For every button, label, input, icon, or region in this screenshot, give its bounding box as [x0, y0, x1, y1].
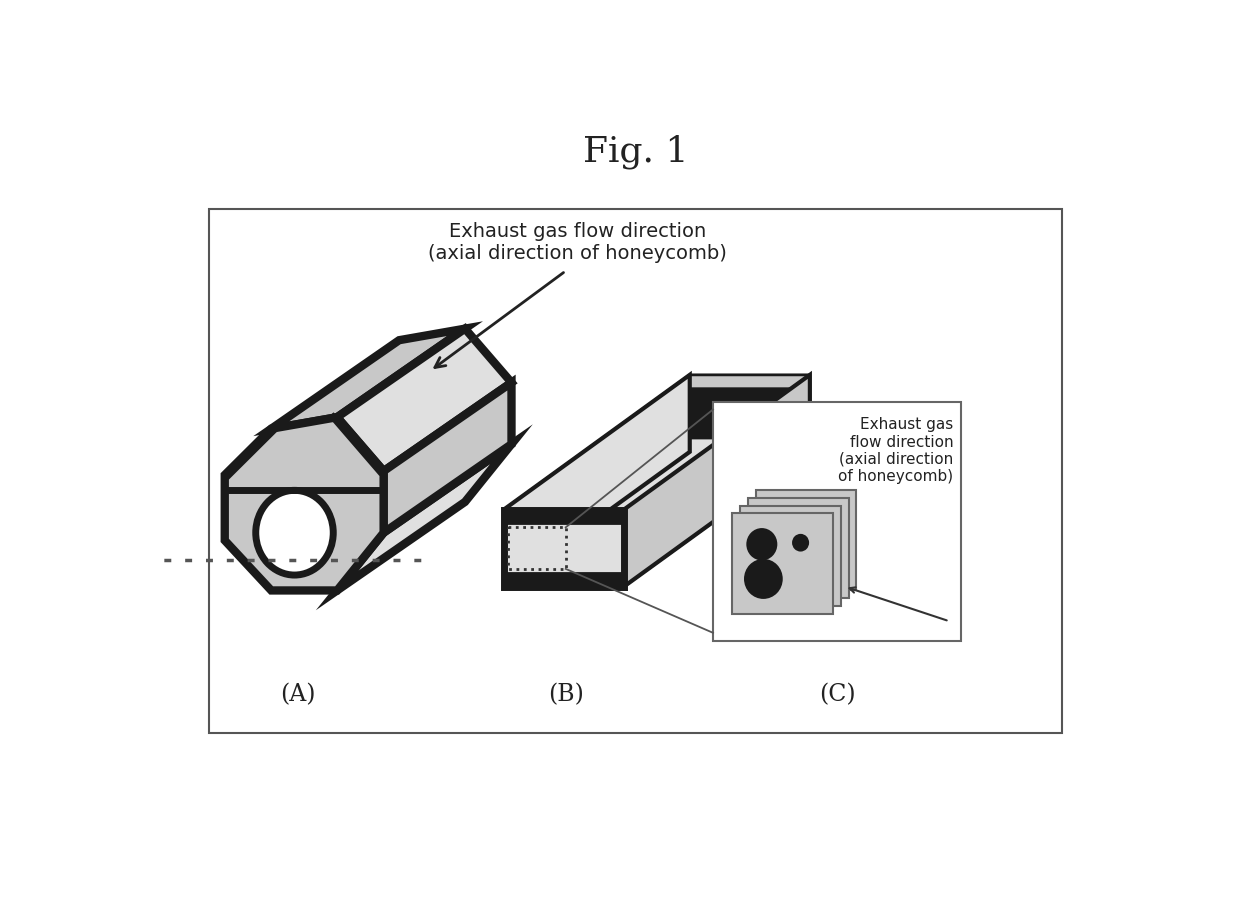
Polygon shape [503, 438, 810, 572]
Bar [210, 209, 1061, 733]
Ellipse shape [744, 559, 782, 599]
Polygon shape [503, 572, 624, 587]
Bar [507, 527, 565, 569]
Ellipse shape [792, 534, 808, 551]
Polygon shape [224, 417, 383, 591]
Text: Exhaust gas
flow direction
(axial direction
of honeycomb): Exhaust gas flow direction (axial direct… [838, 417, 954, 484]
Polygon shape [383, 382, 511, 532]
Bar [740, 506, 841, 606]
Text: (A): (A) [280, 682, 316, 706]
Polygon shape [503, 389, 810, 523]
Bar [733, 513, 833, 613]
Polygon shape [503, 510, 624, 523]
Polygon shape [337, 329, 511, 471]
Polygon shape [503, 375, 689, 587]
Bar [748, 498, 848, 598]
Polygon shape [503, 452, 810, 587]
Polygon shape [624, 375, 810, 587]
Polygon shape [272, 329, 465, 429]
Text: (C): (C) [818, 682, 856, 706]
Text: (B): (B) [548, 682, 584, 706]
Text: Exhaust gas flow direction
(axial direction of honeycomb): Exhaust gas flow direction (axial direct… [428, 222, 727, 263]
Bar [713, 402, 961, 641]
Polygon shape [503, 523, 624, 572]
Text: Fig. 1: Fig. 1 [583, 135, 688, 168]
Polygon shape [337, 444, 511, 591]
Polygon shape [503, 375, 810, 510]
Ellipse shape [255, 490, 334, 575]
Ellipse shape [746, 528, 777, 561]
Bar [755, 490, 857, 591]
